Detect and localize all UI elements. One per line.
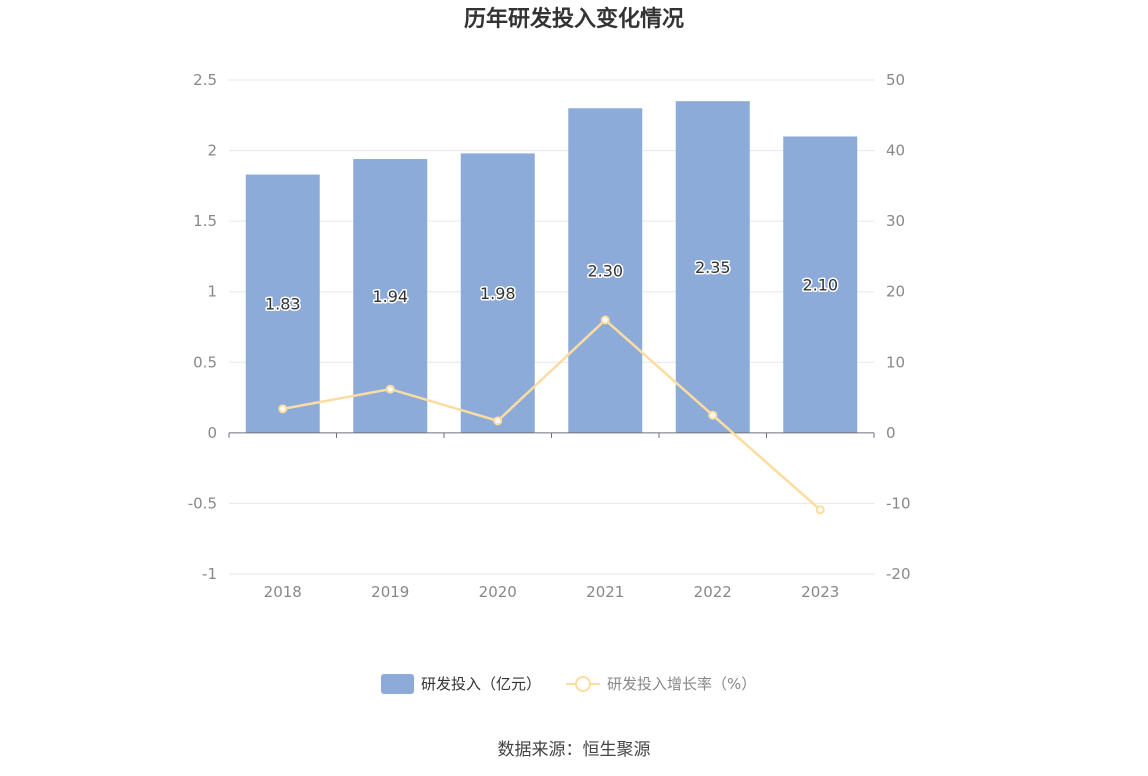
right-axis-tick-label: 30 bbox=[886, 212, 905, 230]
legend-label-line: 研发投入增长率（%） bbox=[607, 675, 756, 693]
line-point[interactable] bbox=[708, 410, 718, 420]
bar[interactable] bbox=[783, 136, 858, 433]
left-axis-tick-label: 2.5 bbox=[193, 71, 217, 89]
left-axis-tick-label: -0.5 bbox=[188, 494, 217, 512]
bar[interactable] bbox=[568, 108, 643, 433]
right-axis-tick-label: -10 bbox=[886, 494, 911, 512]
bar[interactable] bbox=[460, 153, 535, 433]
bar-value-label: 2.10 bbox=[802, 276, 838, 295]
line-series bbox=[278, 315, 825, 515]
bar-data-labels: 1.83 1.94 1.98 2.30 2.35 2.10 bbox=[263, 257, 839, 316]
grid-lines bbox=[229, 79, 874, 575]
left-axis-tick-label: 1 bbox=[207, 283, 217, 301]
legend-swatch-marker bbox=[575, 676, 591, 692]
x-axis-tick-label: 2019 bbox=[371, 583, 409, 601]
right-axis-tick-label: 0 bbox=[886, 424, 896, 442]
right-axis-tick-label: 10 bbox=[886, 353, 905, 371]
source-text: 数据来源：恒生聚源 bbox=[498, 740, 651, 760]
line-point[interactable] bbox=[600, 315, 610, 325]
x-axis: 2018 2019 2020 2021 2022 2023 bbox=[228, 432, 875, 601]
line-point[interactable] bbox=[493, 416, 503, 426]
x-axis-tick-label: 2023 bbox=[801, 583, 839, 601]
legend-swatch-bar bbox=[381, 674, 414, 694]
legend-item-growth-rate[interactable]: 研发投入增长率（%） bbox=[566, 675, 756, 693]
bar-series bbox=[245, 101, 858, 433]
left-axis-tick-label: 0 bbox=[207, 424, 217, 442]
x-axis-tick-label: 2022 bbox=[694, 583, 732, 601]
left-axis-tick-label: 2 bbox=[207, 142, 217, 160]
right-axis-tick-label: 50 bbox=[886, 71, 905, 89]
right-axis-ticks: 50 40 30 20 10 0 -10 -20 bbox=[886, 71, 911, 583]
bar-value-label: 2.30 bbox=[587, 262, 623, 281]
left-axis-ticks: 2.5 2 1.5 1 0.5 0 -0.5 -1 bbox=[188, 71, 217, 583]
legend: 研发投入（亿元） 研发投入增长率（%） bbox=[381, 674, 756, 694]
left-axis-tick-label: 0.5 bbox=[193, 353, 217, 371]
x-axis-tick-label: 2021 bbox=[586, 583, 624, 601]
legend-item-rd-investment[interactable]: 研发投入（亿元） bbox=[381, 674, 541, 694]
line-point[interactable] bbox=[815, 505, 825, 515]
left-axis-tick-label: 1.5 bbox=[193, 212, 217, 230]
line-point[interactable] bbox=[278, 404, 288, 414]
growth-rate-line bbox=[282, 318, 822, 511]
bar[interactable] bbox=[245, 174, 320, 433]
x-axis-tick-label: 2020 bbox=[479, 583, 517, 601]
left-axis-tick-label: -1 bbox=[202, 565, 217, 583]
bar-value-label: 1.98 bbox=[480, 284, 516, 303]
right-axis-tick-label: 20 bbox=[886, 283, 905, 301]
legend-label-bar: 研发投入（亿元） bbox=[421, 675, 541, 693]
bar-value-label: 1.94 bbox=[372, 287, 408, 306]
chart-title: 历年研发投入变化情况 bbox=[464, 6, 684, 32]
right-axis-tick-label: -20 bbox=[886, 565, 911, 583]
x-axis-tick-label: 2018 bbox=[264, 583, 302, 601]
bar[interactable] bbox=[675, 101, 750, 433]
bar-value-label: 1.83 bbox=[265, 295, 301, 314]
line-point[interactable] bbox=[385, 384, 395, 394]
bar-value-label: 2.35 bbox=[695, 258, 731, 277]
right-axis-tick-label: 40 bbox=[886, 142, 905, 160]
